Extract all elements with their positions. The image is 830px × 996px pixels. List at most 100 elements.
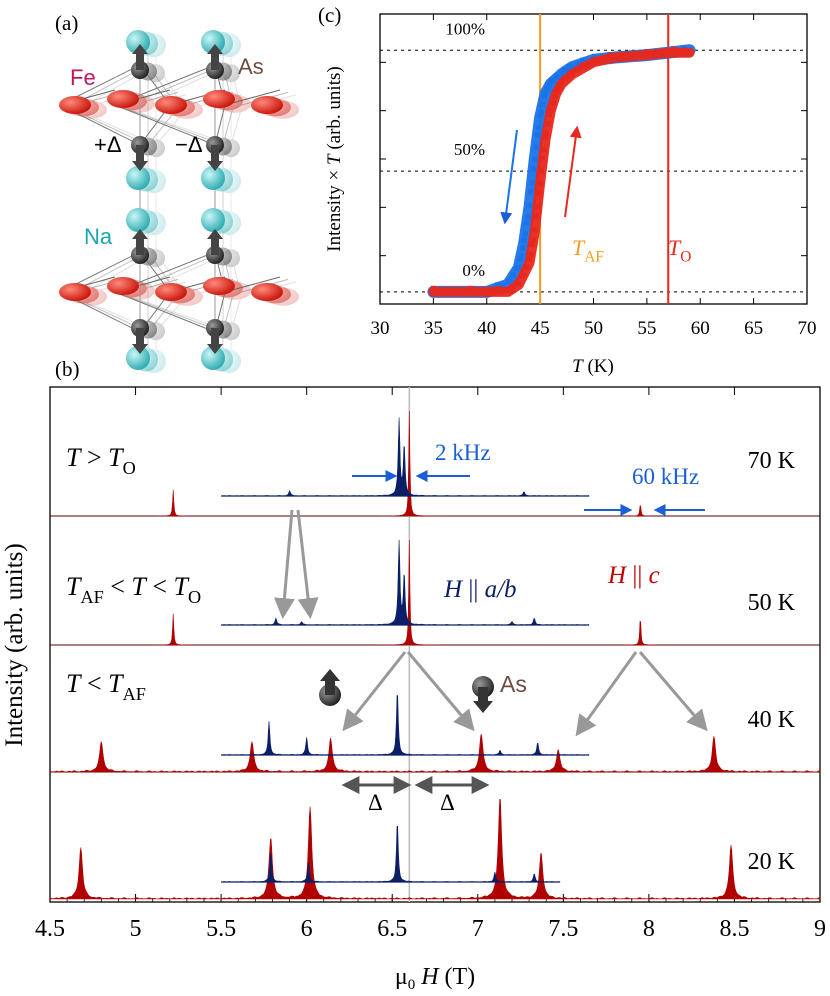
bond-line (230, 109, 242, 146)
c-data-point (558, 80, 564, 86)
c-data-point (505, 279, 511, 285)
c-data-point (546, 111, 552, 117)
c-data-point (561, 75, 567, 81)
panel-c-chart: (c) 30 35 40 45 50 55 60 65 70 0% 50% 100% TAF TO T (… (318, 3, 817, 377)
c-data-point (550, 78, 556, 84)
as-arrow-icon (320, 669, 340, 695)
bond-line (224, 89, 281, 106)
b-blue-spectrum (221, 539, 590, 626)
c-data-point (484, 289, 490, 295)
c-data-point (660, 51, 666, 57)
fe-atom (107, 90, 139, 108)
as-displacement-arrow (207, 44, 223, 70)
c-data-point (542, 134, 548, 140)
as-displacement-arrow (207, 229, 223, 255)
c-data-point (574, 61, 580, 67)
c-data-point (524, 220, 530, 226)
c-data-point (534, 204, 540, 210)
c-data-point (513, 265, 519, 271)
c-data-point (500, 288, 506, 294)
c-data-point (558, 70, 564, 76)
c-data-point (526, 256, 532, 262)
c-data-point (446, 286, 452, 292)
b-60khz-label: 60 kHz (632, 464, 699, 489)
b-split-arrow (638, 651, 708, 732)
c-to-label: TO (668, 235, 691, 266)
bond-line (224, 276, 281, 293)
c-xtick-label: 50 (584, 318, 603, 339)
b-as-label: As (500, 671, 527, 697)
panel-b-ylabel: Intensity (arb. units) (1, 543, 28, 746)
b-xtick-label: 5 (130, 916, 142, 942)
c-data-point (601, 55, 607, 61)
as-displacement-arrow (132, 229, 148, 255)
c-data-point (548, 78, 554, 84)
na-label: Na (84, 224, 113, 249)
c-data-point (528, 189, 534, 195)
c-data-point (607, 52, 613, 58)
as-displacement-arrow (132, 145, 148, 171)
c-data-point (541, 93, 547, 99)
c-data-point (538, 168, 544, 174)
b-delta-right-label: Δ (440, 790, 455, 815)
panel-b-xlabel: μ0 H (T) (395, 964, 475, 993)
c-data-point (545, 86, 551, 92)
b-xtick-label: 7 (472, 916, 484, 942)
as-displacement-arrow (132, 44, 148, 70)
c-xtick-label: 45 (531, 318, 550, 339)
b-red-spectrum (49, 798, 821, 900)
b-split-arrow (575, 651, 638, 737)
c-data-point (505, 286, 511, 292)
c-data-point (510, 284, 516, 290)
b-as-up-icon (319, 669, 341, 706)
c-data-point (516, 264, 522, 270)
c-data-point (508, 288, 514, 294)
fe-atom (203, 277, 235, 295)
c-data-point (532, 227, 538, 233)
fe-atom (203, 90, 235, 108)
b-blue-spectrum (221, 417, 590, 497)
b-2khz-label: 2 kHz (435, 440, 491, 465)
c-data-point (540, 101, 546, 107)
na-atom (201, 30, 225, 54)
b-temperature-label: 70 K (748, 448, 796, 474)
b-h-ab-label: H || a/b (443, 576, 517, 603)
panel-a-structure: (a) Fe As Na +Δ −Δ (55, 11, 299, 374)
c-data-point (518, 274, 524, 280)
b-delta-left-label: Δ (368, 790, 383, 815)
na-atom (126, 208, 150, 232)
c-data-point (556, 74, 562, 80)
c-data-point (536, 125, 542, 131)
c-data-point (554, 88, 560, 94)
c-xtick-label: 35 (424, 318, 443, 339)
b-xtick-label: 9 (814, 916, 826, 942)
c-data-point (528, 252, 534, 258)
c-data-point (566, 63, 572, 69)
b-condition-70k: T > TO (66, 443, 136, 478)
c-data-point (591, 57, 596, 63)
panel-b-label: (b) (55, 357, 80, 381)
c-data-point (580, 62, 586, 68)
c-data-point (569, 65, 575, 71)
panel-c-xlabel: T (K) (572, 356, 614, 377)
b-red-spectrum (49, 733, 821, 773)
as-displacement-arrow (132, 328, 148, 354)
c-data-point (524, 264, 530, 270)
c-data-point (462, 287, 468, 293)
fe-atom (155, 96, 187, 114)
c-data-point (545, 121, 551, 127)
c-data-point (534, 132, 540, 138)
c-data-point (636, 51, 642, 57)
c-data-point (517, 256, 523, 262)
b-h-c-label: H || c (607, 562, 660, 589)
fe-atom (59, 283, 91, 301)
c-data-point (585, 62, 591, 68)
c-data-point (438, 288, 444, 294)
panel-c-ylabel: Intensity × T (arb. units) (324, 66, 345, 251)
fe-atom (59, 96, 91, 114)
fe-label: Fe (70, 65, 96, 90)
c-data-point (525, 214, 531, 220)
b-split-arrow (406, 651, 475, 732)
as-label: As (238, 54, 264, 79)
